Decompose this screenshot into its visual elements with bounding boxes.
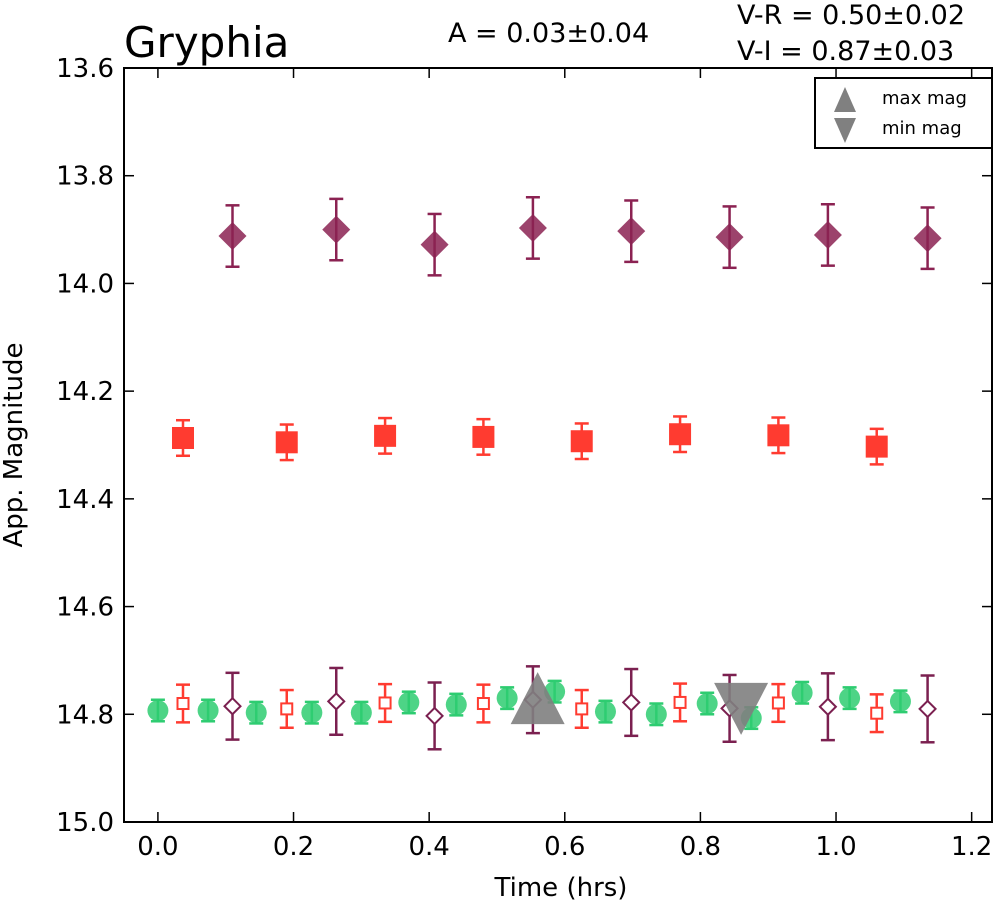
data-point (621, 693, 641, 712)
series-1 (175, 682, 884, 734)
x-axis-label: Time (hrs) (494, 873, 628, 903)
series-3 (171, 415, 888, 466)
data-point (378, 696, 392, 710)
y-tick-label: 13.8 (56, 162, 114, 192)
data-point (171, 426, 194, 449)
chart-title: Gryphia (124, 18, 289, 67)
y-tick-label: 15.0 (56, 808, 114, 838)
data-point (147, 700, 169, 722)
data-point (913, 224, 942, 253)
data-point (472, 425, 495, 448)
min-mag-marker (714, 682, 769, 735)
data-point (715, 223, 744, 252)
amplitude-annotation: A = 0.03±0.04 (448, 18, 649, 49)
data-point (889, 690, 911, 712)
data-point (673, 695, 687, 709)
data-point (420, 230, 449, 259)
data-point (176, 697, 190, 711)
data-point (645, 703, 667, 725)
data-point (594, 701, 616, 723)
data-marks (147, 196, 942, 751)
data-point (813, 220, 842, 249)
x-tick-label: 1.2 (951, 832, 992, 862)
data-point (617, 217, 646, 246)
max-mag-marker (510, 672, 565, 725)
data-point (322, 215, 351, 244)
data-point (275, 431, 298, 454)
data-point (767, 424, 790, 447)
data-point (301, 702, 323, 724)
data-point (818, 697, 838, 717)
data-point (476, 697, 490, 711)
y-tick-label: 13.6 (56, 54, 114, 84)
v-r-annotation: V-R = 0.50±0.02 (737, 0, 965, 31)
data-point (350, 702, 372, 724)
x-tick-label: 0.4 (408, 832, 449, 862)
data-point (245, 702, 267, 724)
data-point (518, 213, 547, 242)
y-axis-label: App. Magnitude (0, 342, 29, 547)
y-tick-label: 14.6 (56, 593, 114, 623)
data-point (791, 682, 813, 704)
data-point (669, 423, 692, 446)
y-tick-label: 14.4 (56, 485, 114, 515)
data-point (918, 699, 937, 719)
data-point (398, 691, 420, 713)
legend-label-max-mag: max mag (882, 88, 967, 109)
data-point (771, 696, 785, 710)
data-point (218, 222, 247, 251)
y-tick-label: 14.8 (56, 700, 114, 730)
x-tick-label: 0.6 (544, 832, 585, 862)
data-point (496, 687, 518, 709)
x-tick-label: 0.2 (273, 832, 314, 862)
data-point (696, 693, 718, 715)
data-point (570, 430, 593, 453)
x-tick-label: 0.8 (680, 832, 721, 862)
data-point (865, 435, 888, 458)
data-point (374, 424, 397, 447)
y-tick-label: 14.0 (56, 269, 114, 299)
data-point (870, 706, 884, 720)
data-point (223, 696, 242, 716)
data-point (425, 706, 444, 726)
data-point (326, 691, 346, 711)
v-i-annotation: V-I = 0.87±0.03 (737, 36, 954, 67)
data-point (280, 702, 294, 716)
data-point (839, 687, 861, 709)
x-tick-label: 1.0 (815, 832, 856, 862)
legend-min-mag-icon (834, 118, 856, 143)
plot-frame (123, 67, 993, 823)
data-point (197, 700, 219, 722)
legend-label-min-mag: min mag (882, 118, 962, 139)
data-point (575, 702, 589, 716)
data-point (445, 694, 467, 716)
y-tick-label: 14.2 (56, 377, 114, 407)
legend: max mag min mag (814, 77, 993, 149)
x-tick-label: 0.0 (137, 832, 178, 862)
series-4 (218, 196, 942, 277)
legend-max-mag-icon (834, 87, 856, 112)
axis-ticks: 0.0 0.2 0.4 0.6 0.8 1.0 1.2 13.6 13.8 14.0 14.2 14.… (56, 54, 992, 862)
